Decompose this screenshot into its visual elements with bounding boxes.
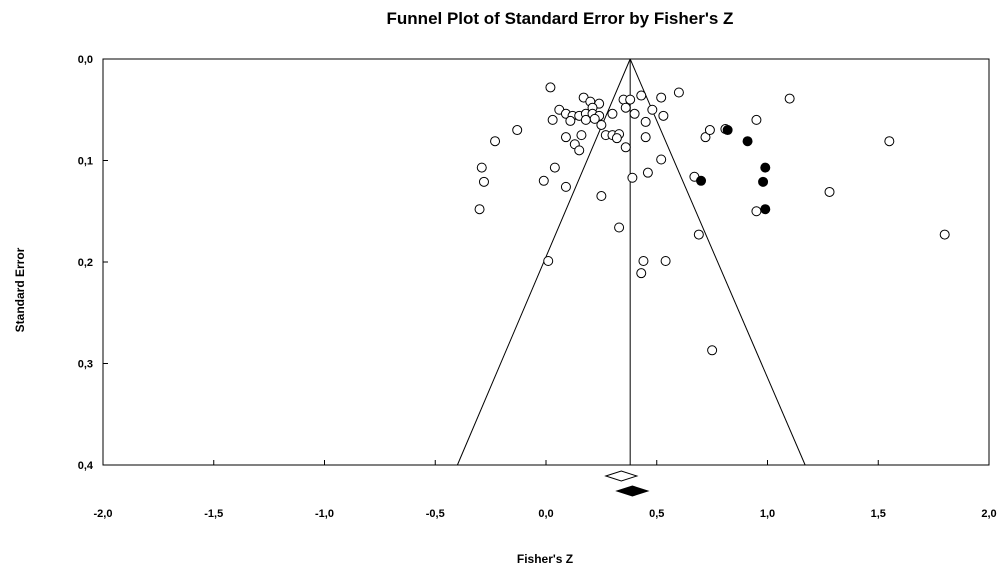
study-point (589, 113, 600, 124)
x-axis-label: Fisher's Z (517, 552, 573, 566)
study-point (565, 115, 576, 126)
x-tick-label: 1,5 (871, 508, 886, 520)
study-point (512, 125, 523, 136)
study-point (607, 108, 618, 119)
y-axis-ticks: 0,0 0,1 0,2 0,3 0,4 (78, 54, 108, 472)
y-tick-label: 0,3 (78, 359, 93, 371)
study-point (640, 132, 651, 143)
study-point (640, 116, 651, 127)
study-point (693, 229, 704, 240)
x-axis-ticks: -2,0 -1,5 -1,0 -0,5 0,0 0,5 1,0 1,5 2,0 (94, 460, 997, 520)
imputed-study-point (760, 204, 771, 215)
imputed-study-points (696, 125, 771, 215)
y-tick-label: 0,0 (78, 54, 93, 66)
funnel-right-line (629, 58, 806, 466)
study-point (596, 191, 607, 202)
study-point (545, 82, 556, 93)
observed-summary-diamond (604, 470, 639, 482)
study-point (549, 162, 560, 173)
adjusted-summary-diamond (615, 485, 650, 497)
study-point (824, 186, 835, 197)
study-point (647, 104, 658, 115)
study-point (884, 136, 895, 147)
study-point (560, 132, 571, 143)
chart-title: Funnel Plot of Standard Error by Fisher'… (387, 9, 734, 28)
x-tick-label: 0,0 (538, 508, 553, 520)
study-point (560, 181, 571, 192)
study-point (490, 136, 501, 147)
study-point (660, 255, 671, 266)
x-tick-label: -0,5 (426, 508, 445, 520)
study-point (656, 92, 667, 103)
open-study-points (474, 82, 950, 356)
summary-diamonds (604, 470, 650, 497)
study-point (547, 114, 558, 125)
study-point (784, 93, 795, 104)
study-point (700, 132, 711, 143)
x-tick-label: 0,5 (649, 508, 664, 520)
y-tick-label: 0,2 (78, 257, 93, 269)
x-tick-label: -2,0 (94, 508, 113, 520)
study-point (474, 204, 485, 215)
study-point (658, 110, 669, 121)
study-point (939, 229, 950, 240)
study-point (673, 87, 684, 98)
imputed-study-point (742, 136, 753, 147)
study-point (636, 90, 647, 101)
study-point (629, 108, 640, 119)
study-point (620, 102, 631, 113)
study-point (636, 268, 647, 279)
study-point (538, 175, 549, 186)
study-point (574, 145, 585, 156)
imputed-study-point (760, 162, 771, 173)
imputed-study-point (758, 176, 769, 187)
y-axis-label: Standard Error (13, 247, 27, 332)
study-point (751, 206, 762, 217)
y-tick-label: 0,4 (78, 460, 94, 472)
study-point (614, 222, 625, 233)
y-tick-label: 0,1 (78, 156, 93, 168)
study-point (596, 119, 607, 130)
study-point (576, 130, 587, 141)
study-point (656, 154, 667, 165)
study-point (707, 345, 718, 356)
study-point (620, 142, 631, 153)
x-tick-label: 2,0 (981, 508, 996, 520)
study-point (751, 114, 762, 125)
x-tick-label: 1,0 (760, 508, 775, 520)
study-point (638, 255, 649, 266)
study-point (704, 125, 715, 136)
study-point (580, 114, 591, 125)
x-tick-label: -1,0 (315, 508, 334, 520)
study-point (627, 172, 638, 183)
imputed-study-point (696, 175, 707, 186)
study-point (642, 167, 653, 178)
study-point (478, 176, 489, 187)
study-point (476, 162, 487, 173)
imputed-study-point (722, 125, 733, 136)
x-tick-label: -1,5 (204, 508, 223, 520)
study-point (625, 94, 636, 105)
study-point (543, 255, 554, 266)
study-point (611, 133, 622, 144)
